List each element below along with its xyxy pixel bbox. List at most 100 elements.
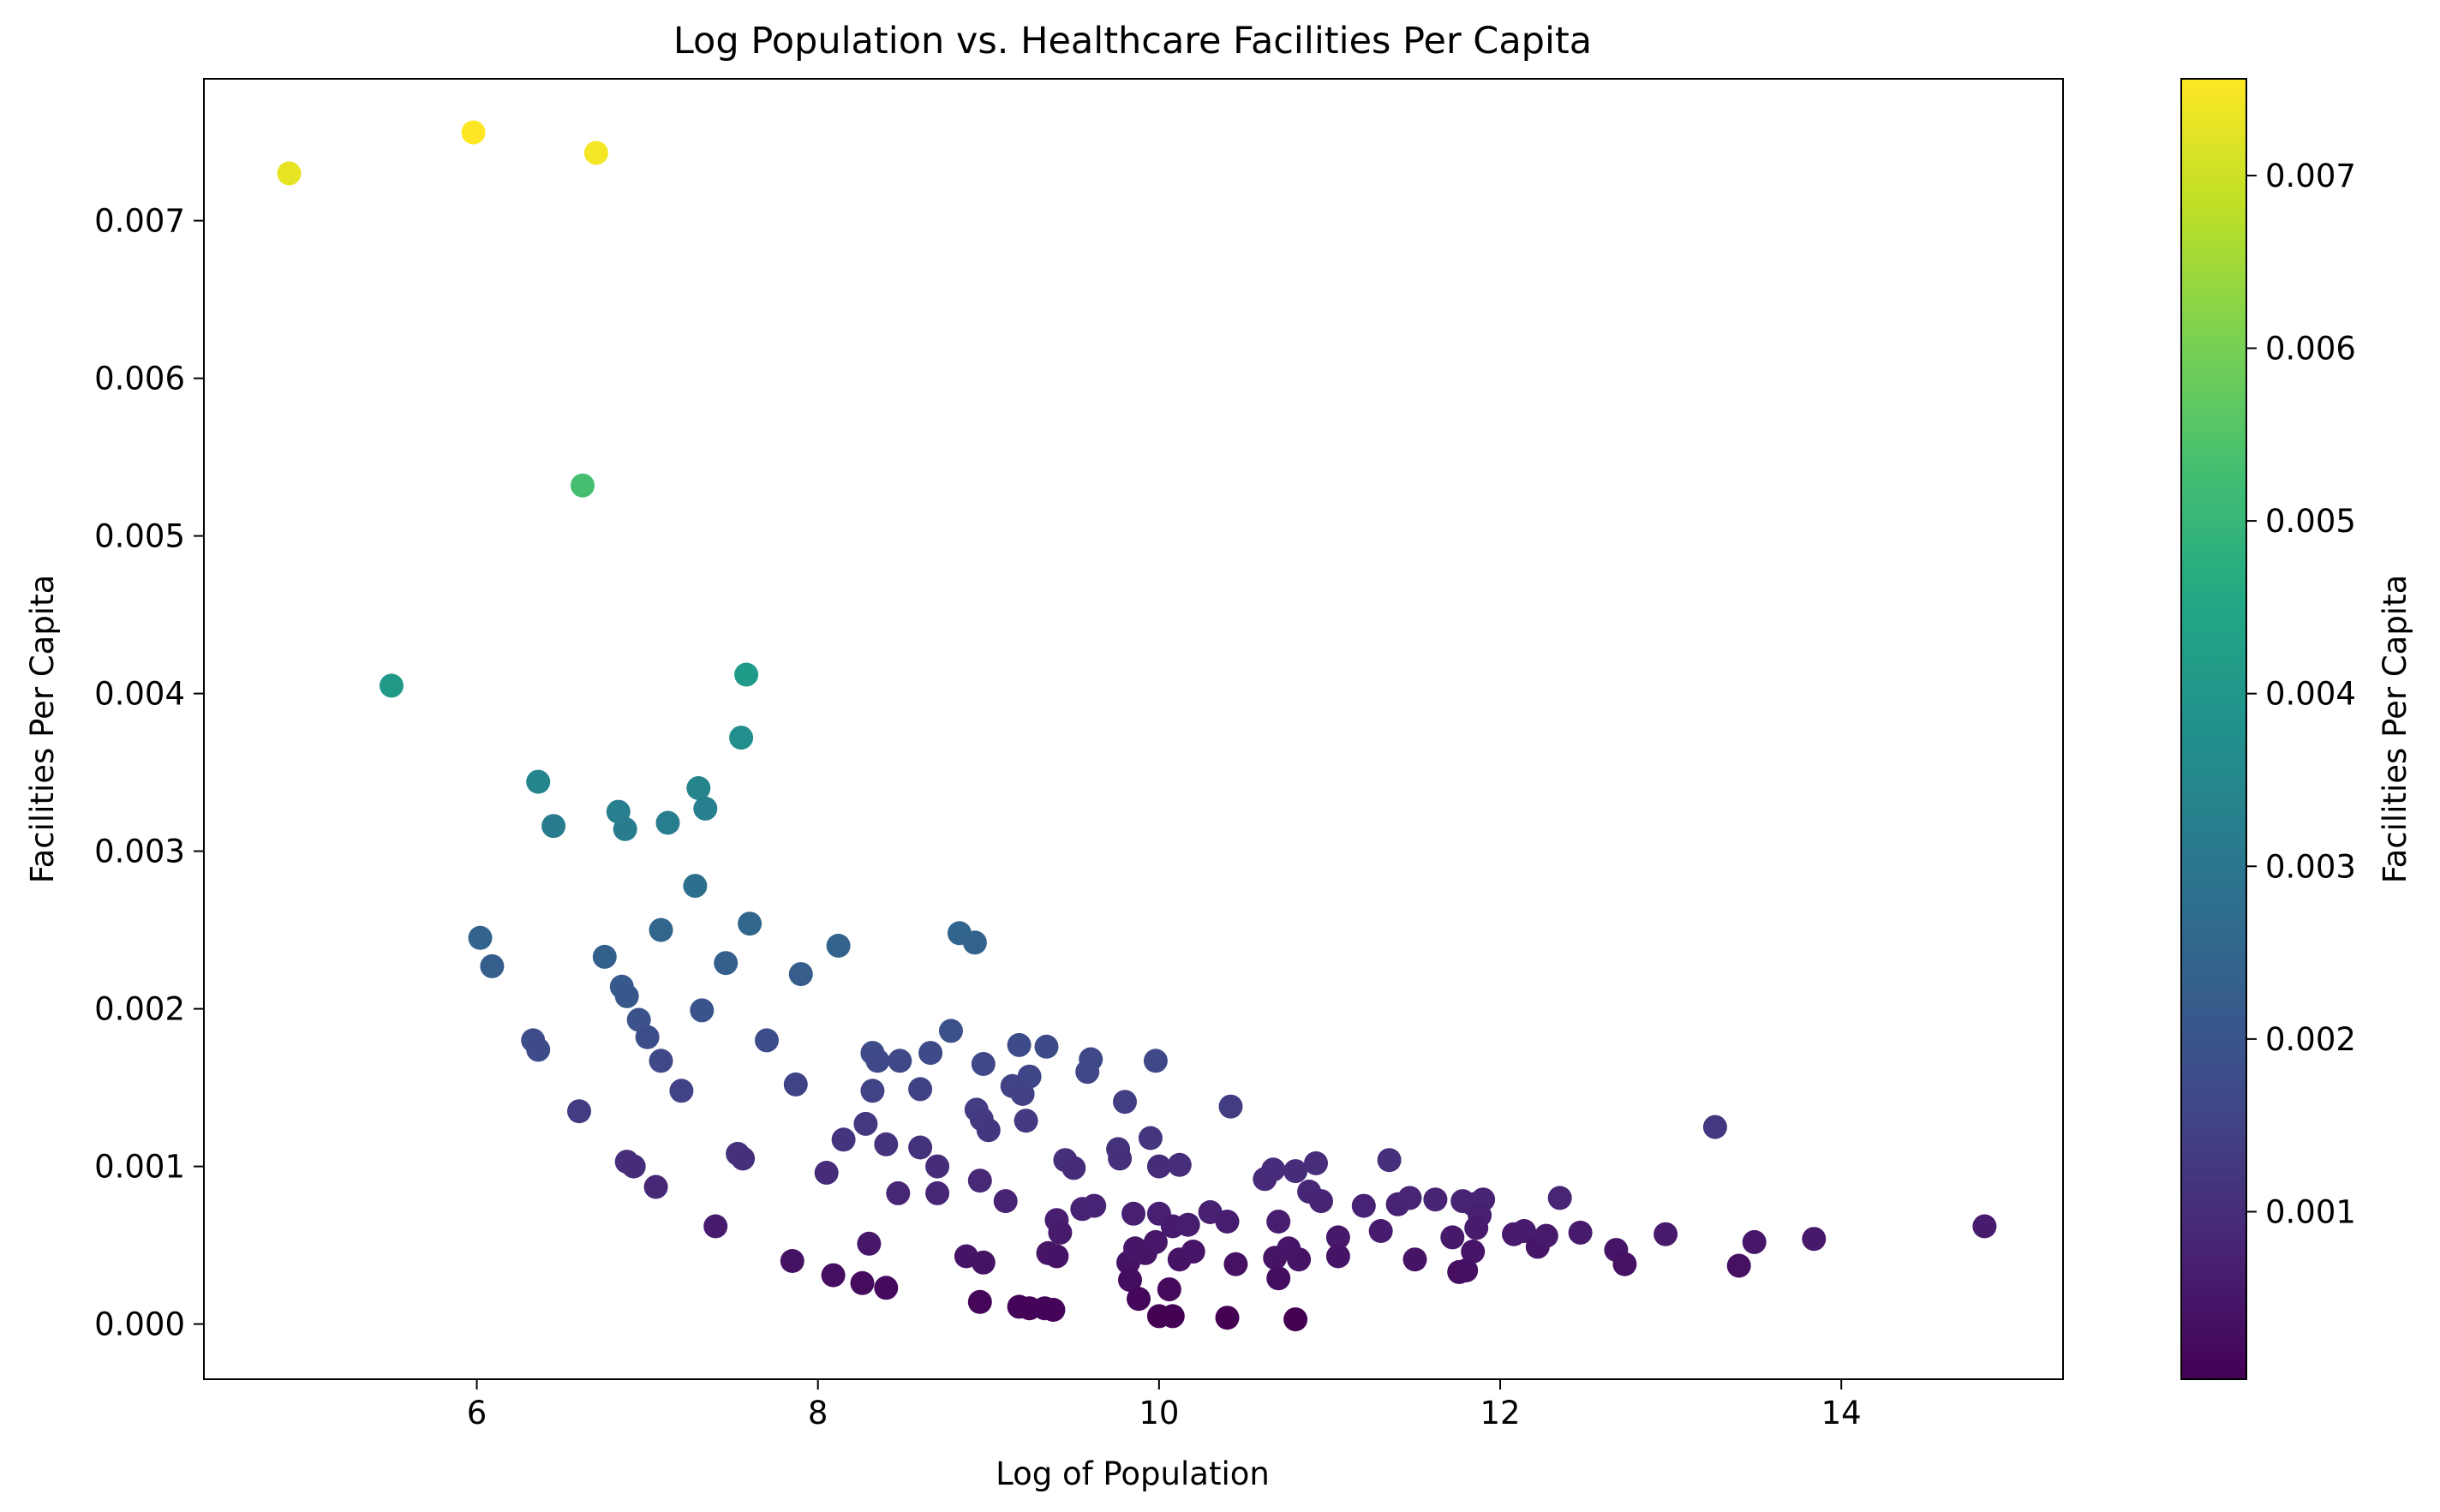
data-point — [967, 1289, 992, 1314]
data-point — [731, 1146, 756, 1171]
data-point — [1143, 1229, 1168, 1254]
data-point — [780, 1249, 804, 1273]
data-point — [1423, 1187, 1448, 1212]
colorbar-tick-label: 0.001 — [2265, 1193, 2356, 1230]
colorbar-tick-label: 0.002 — [2265, 1021, 2356, 1058]
data-point — [1160, 1304, 1185, 1329]
y-axis-ticks: 0.000 0.001 0.002 0.003 0.004 0.005 0.006 0.007 — [94, 203, 204, 1343]
data-point — [1143, 1049, 1168, 1073]
data-point — [908, 1077, 933, 1102]
data-point — [918, 1041, 943, 1066]
data-point — [831, 1127, 856, 1152]
data-point — [1215, 1306, 1240, 1330]
data-point — [1742, 1229, 1767, 1254]
data-point — [962, 930, 987, 955]
data-point — [783, 1072, 808, 1097]
data-point — [1547, 1186, 1572, 1210]
data-point — [1283, 1307, 1308, 1332]
data-point — [1223, 1252, 1248, 1276]
data-point — [850, 1270, 875, 1295]
data-point — [635, 1025, 660, 1049]
y-tick-label: 0.003 — [94, 834, 185, 870]
data-point — [1464, 1216, 1489, 1240]
data-point — [621, 1154, 646, 1179]
data-point — [865, 1049, 890, 1073]
data-point — [614, 983, 639, 1008]
data-point — [1368, 1219, 1393, 1243]
data-point — [826, 934, 851, 958]
colorbar-tick-label: 0.003 — [2265, 848, 2356, 885]
data-point — [857, 1231, 882, 1256]
data-point — [1079, 1047, 1103, 1072]
data-point — [1568, 1220, 1593, 1245]
data-point — [1304, 1150, 1328, 1175]
data-point — [1181, 1240, 1205, 1264]
data-point — [1440, 1225, 1465, 1250]
data-point — [1175, 1212, 1200, 1237]
y-tick-label: 0.005 — [94, 518, 185, 555]
data-point — [541, 814, 566, 839]
colorbar-ticks: 0.001 0.002 0.003 0.004 0.005 0.006 0.007 — [2246, 158, 2356, 1230]
plot-frame — [203, 78, 2064, 1380]
data-point — [1261, 1157, 1286, 1182]
data-point — [277, 161, 302, 186]
data-point — [526, 1037, 551, 1062]
data-point — [1287, 1247, 1312, 1272]
data-point — [734, 662, 759, 687]
data-point — [461, 120, 486, 145]
data-point — [821, 1263, 846, 1288]
x-tick-label: 12 — [1480, 1395, 1520, 1431]
data-point — [939, 1019, 963, 1043]
chart-title: Log Population vs. Healthcare Facilities… — [673, 20, 1592, 63]
data-point — [1534, 1223, 1558, 1248]
colorbar-tick-label: 0.007 — [2265, 158, 2356, 194]
data-point — [1062, 1156, 1086, 1180]
y-axis-label: Facilities Per Capita — [24, 575, 61, 884]
data-points — [277, 120, 1997, 1332]
y-tick-label: 0.006 — [94, 361, 185, 397]
data-point — [690, 998, 715, 1023]
y-tick-label: 0.004 — [94, 676, 185, 713]
data-point — [1802, 1227, 1827, 1252]
data-point — [1121, 1201, 1145, 1226]
data-point — [1266, 1210, 1291, 1234]
data-point — [1654, 1222, 1678, 1246]
y-tick-label: 0.007 — [94, 203, 185, 240]
colorbar-tick-label: 0.004 — [2265, 676, 2356, 713]
data-point — [1167, 1152, 1192, 1177]
data-point — [1972, 1214, 1997, 1239]
data-point — [1283, 1159, 1308, 1184]
data-point — [1702, 1115, 1727, 1139]
x-tick-label: 10 — [1139, 1395, 1179, 1431]
data-point — [480, 953, 505, 978]
data-point — [874, 1276, 899, 1300]
data-point — [1726, 1253, 1751, 1278]
data-point — [925, 1180, 950, 1205]
y-tick-label: 0.001 — [94, 1149, 185, 1186]
data-point — [1266, 1266, 1291, 1291]
data-point — [1048, 1220, 1073, 1245]
x-tick-label: 8 — [808, 1395, 828, 1431]
data-point — [993, 1189, 1018, 1214]
data-point — [874, 1132, 899, 1156]
x-tick-label: 6 — [467, 1395, 487, 1431]
data-point — [643, 1174, 668, 1199]
data-point — [649, 917, 673, 942]
data-point — [583, 140, 608, 165]
colorbar-label: Facilities Per Capita — [2377, 575, 2413, 884]
data-point — [1146, 1154, 1171, 1179]
colorbar-tick-label: 0.005 — [2265, 503, 2356, 540]
data-point — [1127, 1287, 1151, 1312]
data-point — [814, 1161, 839, 1185]
data-point — [714, 951, 739, 976]
data-point — [380, 673, 404, 698]
data-point — [1325, 1225, 1350, 1250]
data-point — [613, 816, 637, 841]
data-point — [1034, 1034, 1059, 1059]
data-point — [967, 1168, 992, 1193]
data-point — [567, 1099, 591, 1124]
data-point — [592, 944, 617, 969]
data-point — [886, 1180, 911, 1205]
data-point — [1454, 1258, 1479, 1282]
